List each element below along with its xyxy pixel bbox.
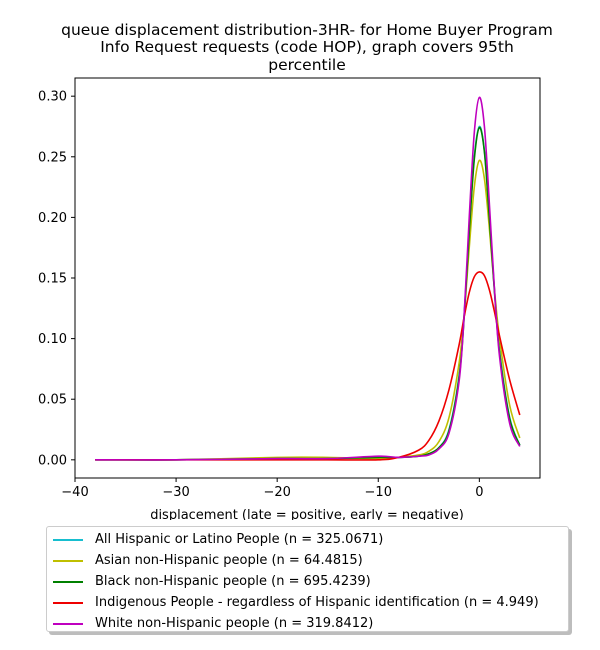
x-axis-label: displacement (late = positive, early = n… bbox=[150, 508, 464, 520]
series-line-3 bbox=[95, 271, 521, 461]
legend-label: All Hispanic or Latino People (n = 325.0… bbox=[95, 532, 384, 547]
y-tick-label: 0.30 bbox=[38, 90, 67, 105]
series-line-1 bbox=[95, 159, 521, 461]
chart: queue displacement distribution-3HR- for… bbox=[38, 21, 553, 520]
y-tick-label: 0.20 bbox=[38, 211, 67, 226]
y-tick-label: 0.05 bbox=[38, 393, 67, 408]
legend-label: Asian non-Hispanic people (n = 64.4815) bbox=[95, 553, 363, 568]
x-axis-ticks: −40 −30 −20 −10 0 bbox=[61, 478, 483, 500]
legend-swatch bbox=[53, 559, 83, 562]
legend-item: Indigenous People - regardless of Hispan… bbox=[47, 592, 568, 613]
chart-title-line-3: percentile bbox=[268, 56, 346, 74]
x-tick-label: 0 bbox=[475, 485, 483, 500]
y-tick-label: 0.10 bbox=[38, 332, 67, 347]
legend-item: White non-Hispanic people (n = 319.8412) bbox=[47, 613, 568, 634]
x-tick-label: −30 bbox=[162, 485, 189, 500]
legend-swatch bbox=[53, 538, 83, 541]
legend-label: Indigenous People - regardless of Hispan… bbox=[95, 595, 539, 610]
series-line-4 bbox=[95, 96, 521, 461]
legend-swatch bbox=[53, 601, 83, 604]
legend-swatch bbox=[53, 622, 83, 625]
y-axis-ticks: 0.00 0.05 0.10 0.15 0.20 0.25 0.30 bbox=[38, 90, 75, 468]
series-line-0 bbox=[95, 125, 521, 461]
chart-title-line-1: queue displacement distribution-3HR- for… bbox=[61, 21, 553, 39]
x-tick-label: −40 bbox=[61, 485, 88, 500]
legend-label: Black non-Hispanic people (n = 695.4239) bbox=[95, 574, 371, 589]
y-tick-label: 0.00 bbox=[38, 453, 67, 468]
legend-item: Black non-Hispanic people (n = 695.4239) bbox=[47, 571, 568, 592]
series-layer bbox=[95, 96, 521, 461]
chart-title-line-2: Info Request requests (code HOP), graph … bbox=[100, 38, 514, 56]
legend-item: All Hispanic or Latino People (n = 325.0… bbox=[47, 529, 568, 550]
legend-swatch bbox=[53, 580, 83, 583]
y-tick-label: 0.25 bbox=[38, 150, 67, 165]
legend-item: Asian non-Hispanic people (n = 64.4815) bbox=[47, 550, 568, 571]
x-tick-label: −10 bbox=[365, 485, 392, 500]
chart-title: queue displacement distribution-3HR- for… bbox=[61, 21, 553, 74]
series-line-2 bbox=[95, 126, 521, 461]
legend: All Hispanic or Latino People (n = 325.0… bbox=[46, 526, 569, 632]
legend-label: White non-Hispanic people (n = 319.8412) bbox=[95, 616, 374, 631]
y-tick-label: 0.15 bbox=[38, 272, 67, 287]
plot-area bbox=[74, 77, 541, 479]
x-tick-label: −20 bbox=[263, 485, 290, 500]
